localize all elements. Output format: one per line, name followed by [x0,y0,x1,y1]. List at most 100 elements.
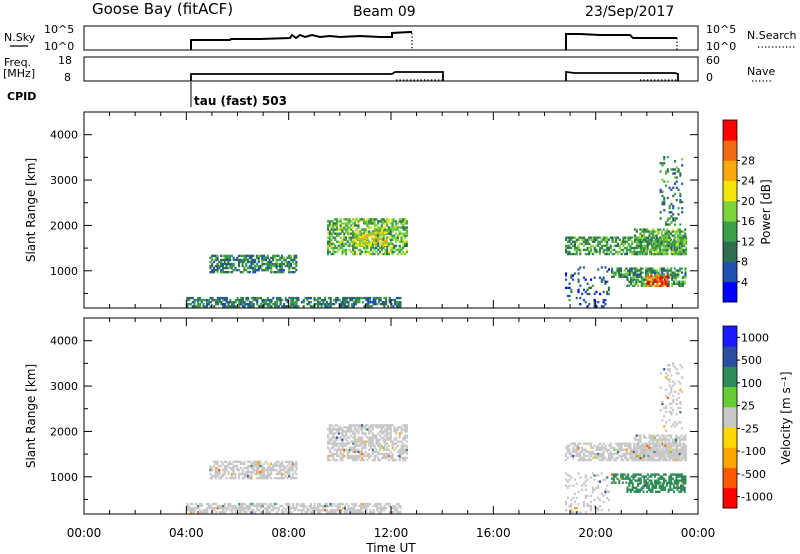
power-cell [684,240,687,243]
velocity-cell [658,484,661,487]
power-cell [337,232,340,235]
power-cell [343,222,346,225]
freq-left-label-1: Freq. [4,56,31,69]
velocity-cell [670,386,673,389]
velocity-cell [364,432,367,435]
velocity-cell [317,507,320,510]
power-cell [629,248,632,252]
velocity-cell [279,477,282,480]
power-cell [380,231,383,234]
power-cell [622,236,625,239]
velocity-cell [225,477,228,480]
power-cell [648,267,651,270]
velocity-cell [584,474,587,477]
velocity-cell [336,438,339,441]
velocity-cell [634,446,637,449]
power-cell [665,184,668,187]
power-cell [624,252,627,256]
power-cell [405,230,408,233]
velocity-cell [279,504,282,508]
power-cell [593,248,596,252]
power-cell [668,273,671,276]
power-cell [347,303,350,306]
power-cell [649,250,652,254]
velocity-cell [400,452,403,456]
power-cell [677,168,680,171]
velocity-cell [234,477,237,480]
power-cell [586,282,589,285]
velocity-cell [229,460,232,464]
power-cell [642,276,645,279]
power-cell [356,296,359,300]
power-cell [678,238,681,241]
power-cell [391,252,394,256]
power-cell [650,230,653,233]
power-cell [254,298,257,302]
velocity-cell [588,504,591,508]
velocity-cell [364,454,367,458]
power-colorbar-swatch [723,120,737,141]
power-cell [639,242,642,246]
velocity-cell [361,426,364,429]
power-cell [659,170,662,173]
power-cell [633,282,636,285]
velocity-cell [404,444,407,447]
velocity-cell [620,477,623,480]
velocity-cell [402,438,405,441]
velocity-cell [405,448,408,452]
velocity-cell [258,504,261,508]
power-cell [346,222,349,225]
velocity-cell [221,475,224,478]
power-cell [330,252,333,256]
velocity-cell [588,442,591,445]
power-cell [599,236,602,239]
power-cell [223,271,226,274]
power-cell [227,266,230,270]
power-cell [668,211,671,214]
velocity-cell [371,448,374,452]
velocity-cell [362,440,365,443]
velocity-cell [371,428,374,431]
velocity-cell [631,454,634,458]
velocity-cell [639,456,642,460]
velocity-cell [650,458,653,462]
velocity-cell [284,460,287,464]
power-cell [644,278,647,281]
velocity-cell [368,428,371,431]
velocity-cell [343,450,346,454]
power-cell [380,239,383,243]
velocity-cell [643,458,646,462]
power-cell [220,254,223,258]
power-cell [279,266,282,270]
velocity-cell [577,448,580,452]
power-cell [329,298,332,302]
power-cell [236,298,239,302]
velocity-cell [575,454,578,458]
velocity-cell [586,502,589,506]
velocity-cell [575,507,578,510]
velocity-cell [662,486,665,489]
power-cell [634,250,637,254]
velocity-cell [634,438,637,441]
velocity-cell [616,473,619,476]
power-cell [275,266,278,270]
power-cell [291,258,294,262]
velocity-cell [387,444,390,447]
power-cell [308,301,311,304]
velocity-cell [679,479,682,482]
power-cell [677,238,680,241]
power-cell [682,250,685,254]
power-cell [243,258,246,262]
velocity-cell [607,456,610,460]
velocity-cell [400,456,403,460]
power-cell [404,222,407,225]
velocity-cell [678,444,681,447]
power-cell [675,170,678,173]
power-cell [677,244,680,248]
power-cell [295,303,298,306]
power-cell [662,250,665,254]
power-cell [665,282,668,285]
velocity-cell [581,448,584,452]
power-cell [385,303,388,306]
velocity-cell [659,409,662,412]
